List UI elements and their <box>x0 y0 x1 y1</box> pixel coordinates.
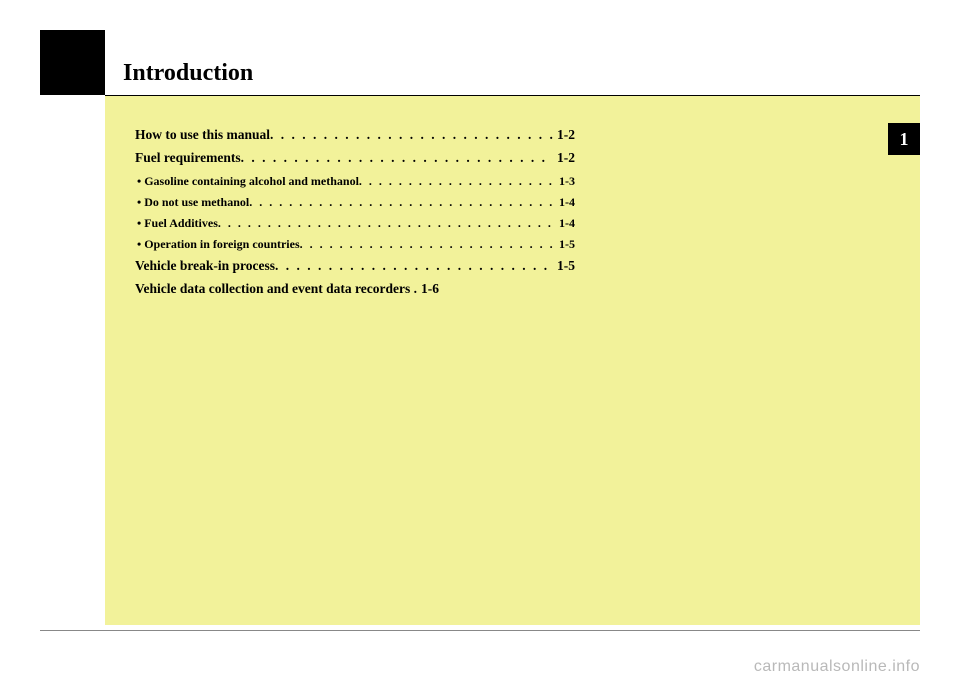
toc-leader-dots: . . . . . . . . . . . . . . . . . . . . … <box>359 172 555 190</box>
toc-label: Vehicle data collection and event data r… <box>135 279 417 299</box>
toc-leader-dots: . . . . . . . . . . . . . . . . . . . . … <box>275 256 553 276</box>
toc-entry: Fuel requirements . . . . . . . . . . . … <box>135 148 575 168</box>
toc-label: • Operation in foreign countries <box>137 235 300 253</box>
toc-page-ref: 1-5 <box>555 235 575 253</box>
toc-label: • Fuel Additives <box>137 214 218 232</box>
toc-page-ref: 1-3 <box>555 172 575 190</box>
toc-leader-dots: . . . . . . . . . . . . . . . . . . . . … <box>241 148 553 168</box>
toc-label: How to use this manual <box>135 125 270 145</box>
toc-page-ref: 1-2 <box>553 125 575 145</box>
manual-page: Introduction 1 How to use this manual . … <box>40 30 920 625</box>
toc-entry: • Fuel Additives . . . . . . . . . . . .… <box>135 214 575 232</box>
toc-entry: • Gasoline containing alcohol and methan… <box>135 172 575 190</box>
chapter-title: Introduction <box>123 60 253 87</box>
toc-page-ref: 1-4 <box>555 214 575 232</box>
toc-leader-dots: . . . . . . . . . . . . . . . . . . . . … <box>300 235 555 253</box>
toc-leader-dots: . . . . . . . . . . . . . . . . . . . . … <box>218 214 555 232</box>
watermark: carmanualsonline.info <box>754 658 920 676</box>
footer-rule <box>40 630 920 631</box>
toc-entry: • Do not use methanol . . . . . . . . . … <box>135 193 575 211</box>
toc-entry: • Operation in foreign countries . . . .… <box>135 235 575 253</box>
toc-page-ref: 1-5 <box>553 256 575 276</box>
toc-entry: How to use this manual . . . . . . . . .… <box>135 125 575 145</box>
toc-label: Fuel requirements <box>135 148 241 168</box>
chapter-number: 1 <box>900 129 909 150</box>
toc-page-ref: 1-6 <box>417 279 439 299</box>
toc-leader-dots: . . . . . . . . . . . . . . . . . . . . … <box>270 125 553 145</box>
toc-entry: Vehicle break-in process . . . . . . . .… <box>135 256 575 276</box>
chapter-number-tab: 1 <box>888 123 920 155</box>
table-of-contents: How to use this manual . . . . . . . . .… <box>135 125 575 302</box>
header: Introduction <box>105 30 920 95</box>
toc-label: • Do not use methanol <box>137 193 249 211</box>
toc-page-ref: 1-4 <box>555 193 575 211</box>
toc-label: Vehicle break-in process <box>135 256 275 276</box>
toc-leader-dots: . . . . . . . . . . . . . . . . . . . . … <box>249 193 555 211</box>
corner-black-box <box>40 30 105 95</box>
toc-page-ref: 1-2 <box>553 148 575 168</box>
toc-label: • Gasoline containing alcohol and methan… <box>137 172 359 190</box>
toc-entry: Vehicle data collection and event data r… <box>135 279 575 299</box>
